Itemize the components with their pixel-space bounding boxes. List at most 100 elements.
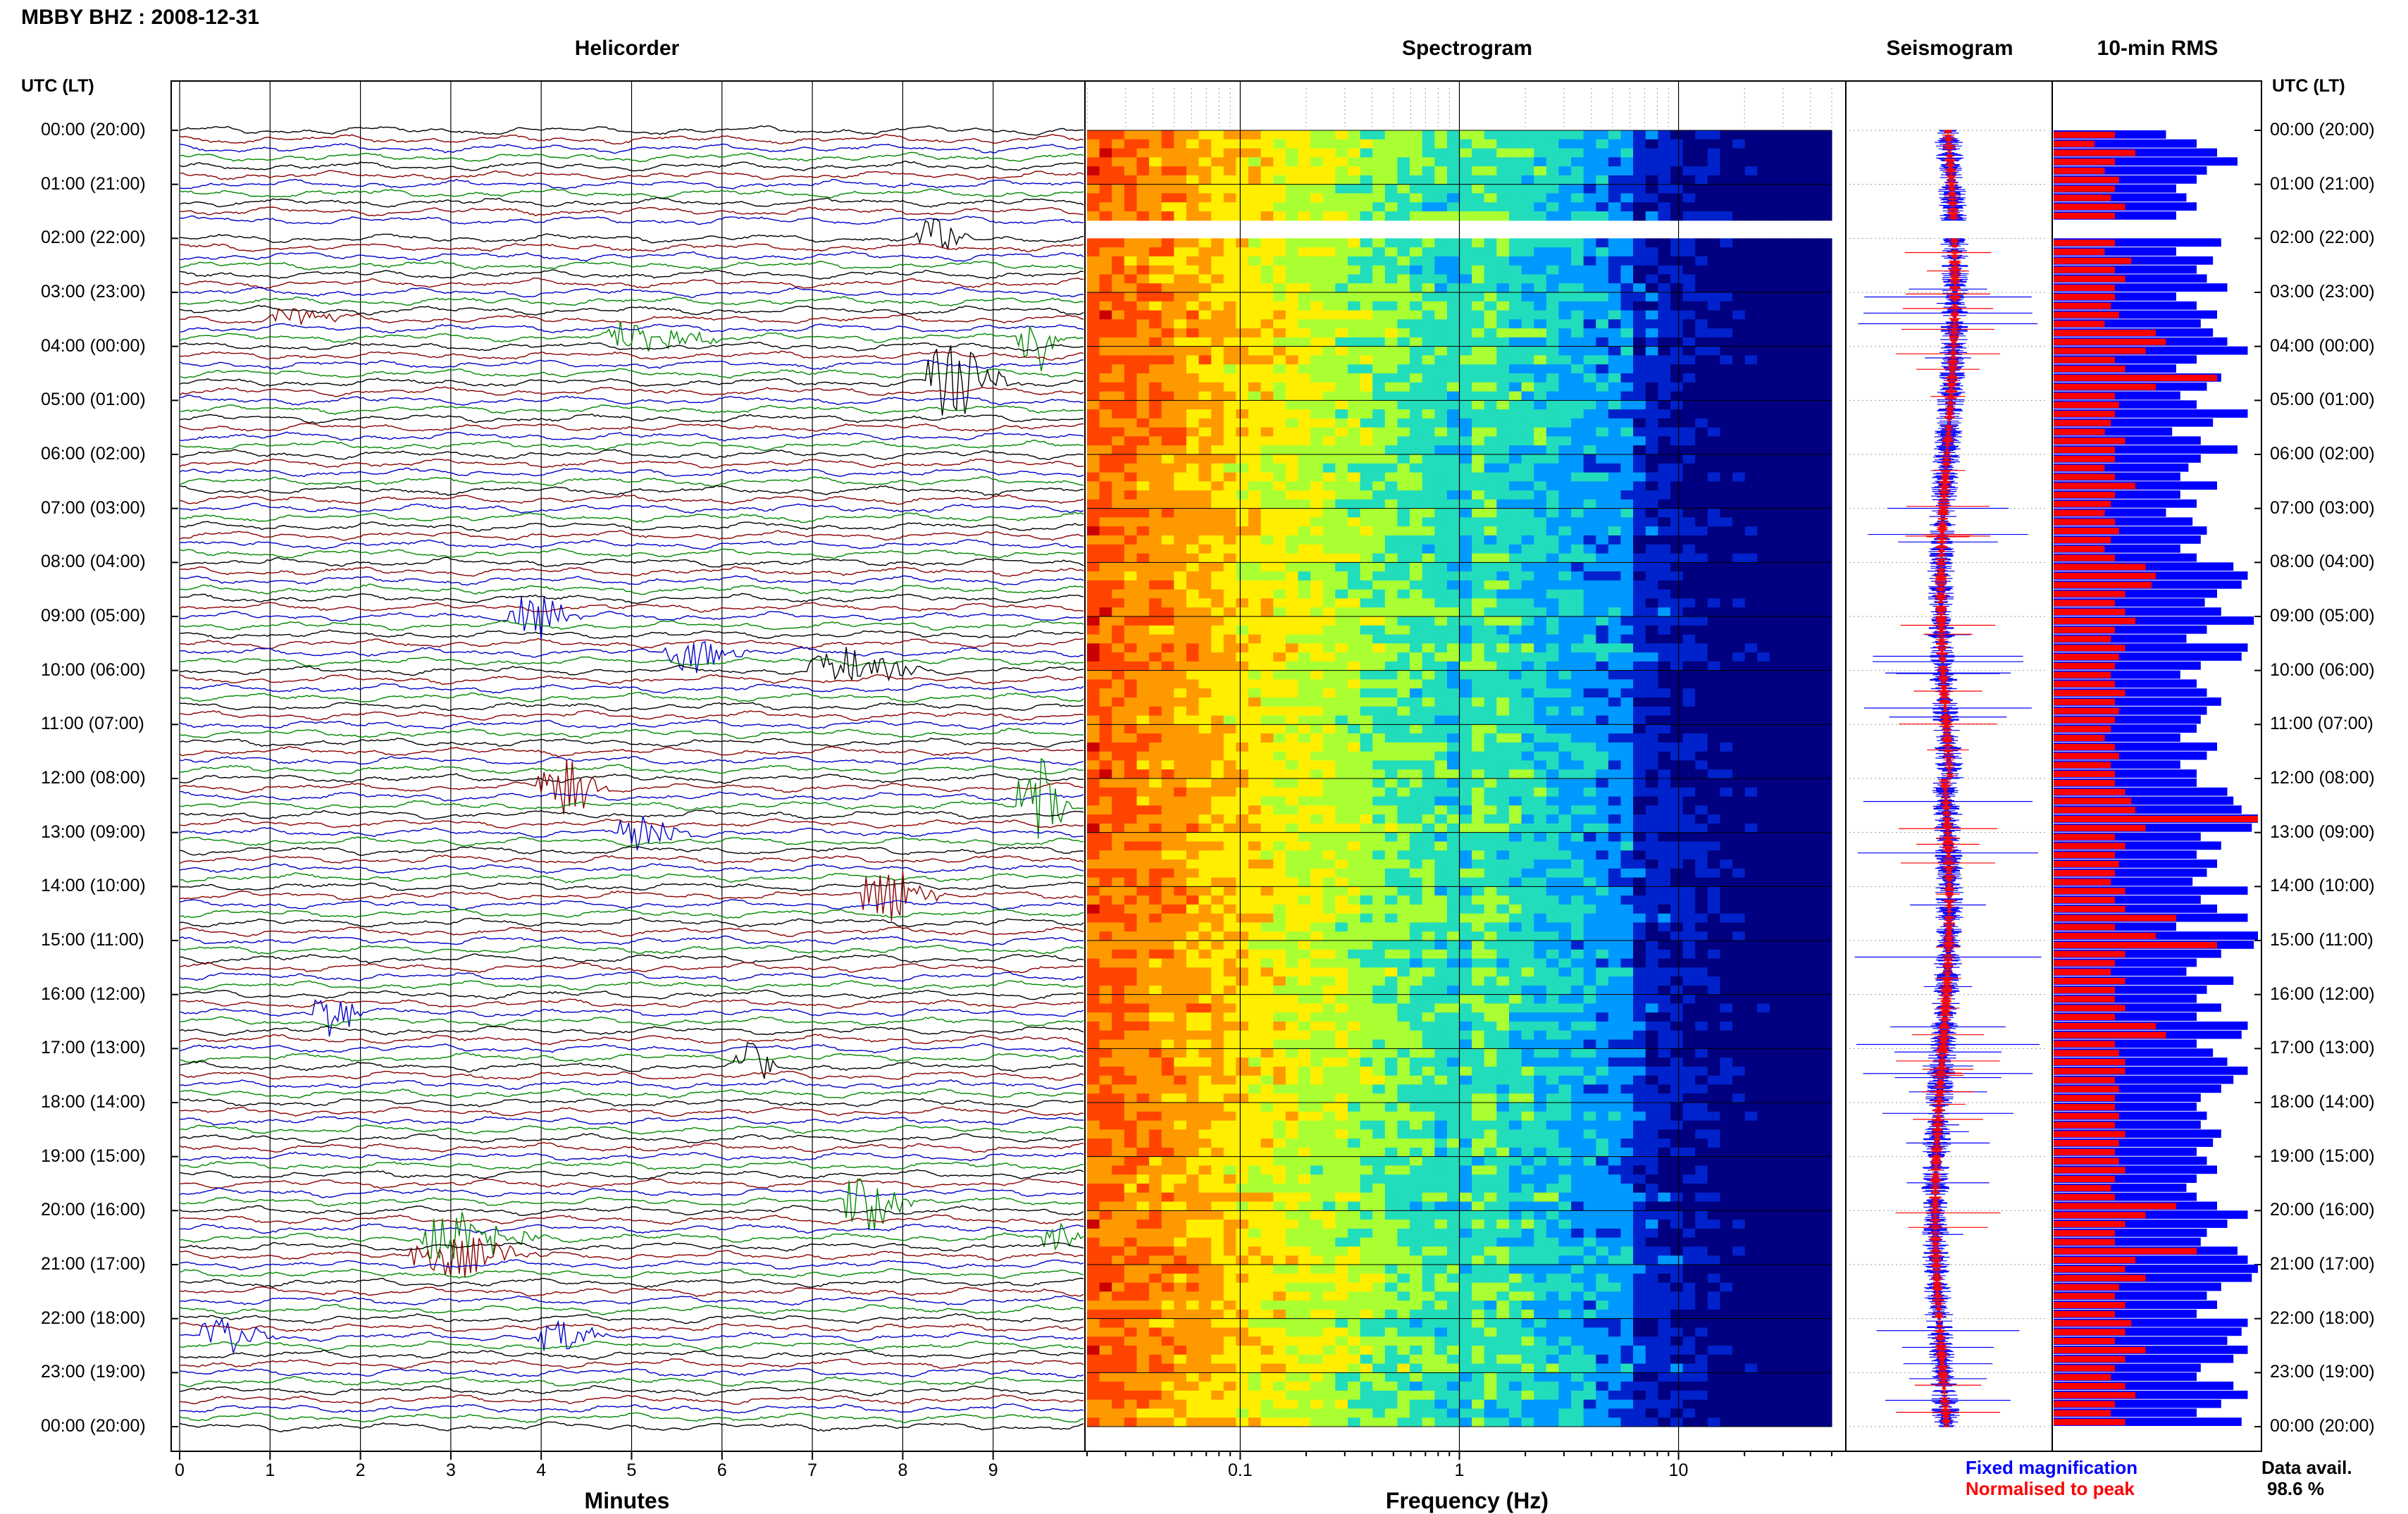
spectrogram-cell [1261,292,1274,302]
spectrogram-cell [1434,535,1447,545]
spectrogram-cell [1100,509,1112,518]
spectrogram-cell [1112,850,1124,860]
spectrogram-cell [1397,445,1410,454]
spectrogram-cell [1807,805,1820,814]
spectrogram-cell [1447,319,1460,328]
spectrogram-cell [1460,814,1472,824]
spectrogram-cell [1819,500,1832,509]
spectrogram-cell [1224,590,1236,599]
spectrogram-cell [1447,652,1460,662]
spectrogram-cell [1794,679,1807,688]
spectrogram-cell [1124,409,1137,418]
spectrogram-cell [1484,805,1497,814]
spectrogram-cell [1385,824,1398,833]
spectrogram-cell [1422,679,1435,688]
spectrogram-cell [1522,824,1534,833]
spectrogram-cell [1149,778,1162,788]
spectrogram-cell [1447,671,1460,680]
spectrogram-cell [1732,769,1745,778]
spectrogram-cell [1298,526,1311,535]
spectrogram-cell [1819,464,1832,473]
spectrogram-cell [1683,616,1696,626]
spectrogram-cell [1484,545,1497,554]
spectrogram-cell [1683,157,1696,166]
spectrogram-cell [1472,724,1484,733]
spectrogram-cell [1757,274,1770,283]
spectrogram-cell [1186,364,1199,373]
spectrogram-cell [1149,652,1162,662]
spectrogram-cell [1298,797,1311,806]
spectrogram-cell [1460,824,1472,833]
spectrogram-cell [1484,445,1497,454]
spectrogram-cell [1794,409,1807,418]
spectrogram-cell [1434,238,1447,247]
spectrogram-cell [1137,464,1150,473]
spectrogram-cell [1720,643,1732,652]
spectrogram-cell [1348,247,1360,256]
spectrogram-cell [1819,571,1832,581]
spectrogram-cell [1298,752,1311,761]
spectrogram-cell [1708,562,1720,571]
spectrogram-cell [1248,535,1261,545]
spectrogram-cell [1819,409,1832,418]
spectrogram-cell [1286,454,1298,464]
spectrogram-cell [1323,679,1336,688]
spectrogram-cell [1385,311,1398,320]
spectrogram-cell [1708,409,1720,418]
spectrogram-cell [1286,626,1298,635]
spectrogram-cell [1112,517,1124,526]
spectrogram-cell [1422,797,1435,806]
spectrogram-cell [1496,302,1509,311]
spectrogram-cell [1422,509,1435,518]
spectrogram-cell [1670,337,1683,347]
spectrogram-cell [1323,652,1336,662]
spectrogram-cell [1782,526,1795,535]
spectrogram-cell [1584,697,1596,707]
spectrogram-cell [1596,833,1608,842]
spectrogram-cell [1558,400,1571,409]
spectrogram-cell [1335,607,1348,616]
spectrogram-cell [1658,652,1670,662]
spectrogram-cell [1410,139,1422,149]
spectrogram-cell [1137,364,1150,373]
spectrogram-cell [1236,302,1248,311]
spectrogram-cell [1112,743,1124,752]
spectrogram-cell [1558,805,1571,814]
spectrogram-cell [1422,266,1435,275]
spectrogram-cell [1248,400,1261,409]
spectrogram-cell [1558,562,1571,571]
spectrogram-cell [1819,373,1832,383]
spectrogram-cell [1236,347,1248,356]
spectrogram-cell [1186,130,1199,139]
spectrogram-cell [1472,778,1484,788]
spectrogram-cell [1112,157,1124,166]
spectrogram-cell [1360,400,1373,409]
spectrogram-cell [1472,571,1484,581]
spectrogram-cell [1546,571,1559,581]
spectrogram-cell [1509,337,1522,347]
spectrogram-cell [1434,445,1447,454]
spectrogram-cell [1484,400,1497,409]
spectrogram-cell [1323,428,1336,437]
spectrogram-cell [1261,436,1274,445]
spectrogram-cell [1410,500,1422,509]
spectrogram-cell [1534,626,1546,635]
spectrogram-cell [1162,481,1174,490]
spectrogram-cell [1558,193,1571,202]
spectrogram-cell [1546,400,1559,409]
spectrogram-cell [1360,149,1373,158]
spectrogram-cell [1149,247,1162,256]
spectrogram-cell [1372,166,1385,175]
spectrogram-cell [1807,302,1820,311]
spectrogram-cell [1683,671,1696,680]
spectrogram-cell [1633,562,1646,571]
spectrogram-cell [1633,418,1646,428]
spectrogram-cell [1571,364,1584,373]
spectrogram-cell [1757,752,1770,761]
spectrogram-cell [1558,175,1571,185]
spectrogram-cell [1298,355,1311,364]
spectrogram-cell [1335,643,1348,652]
spectrogram-cell [1496,311,1509,320]
spectrogram-cell [1174,202,1186,211]
spectrogram-cell [1298,707,1311,716]
